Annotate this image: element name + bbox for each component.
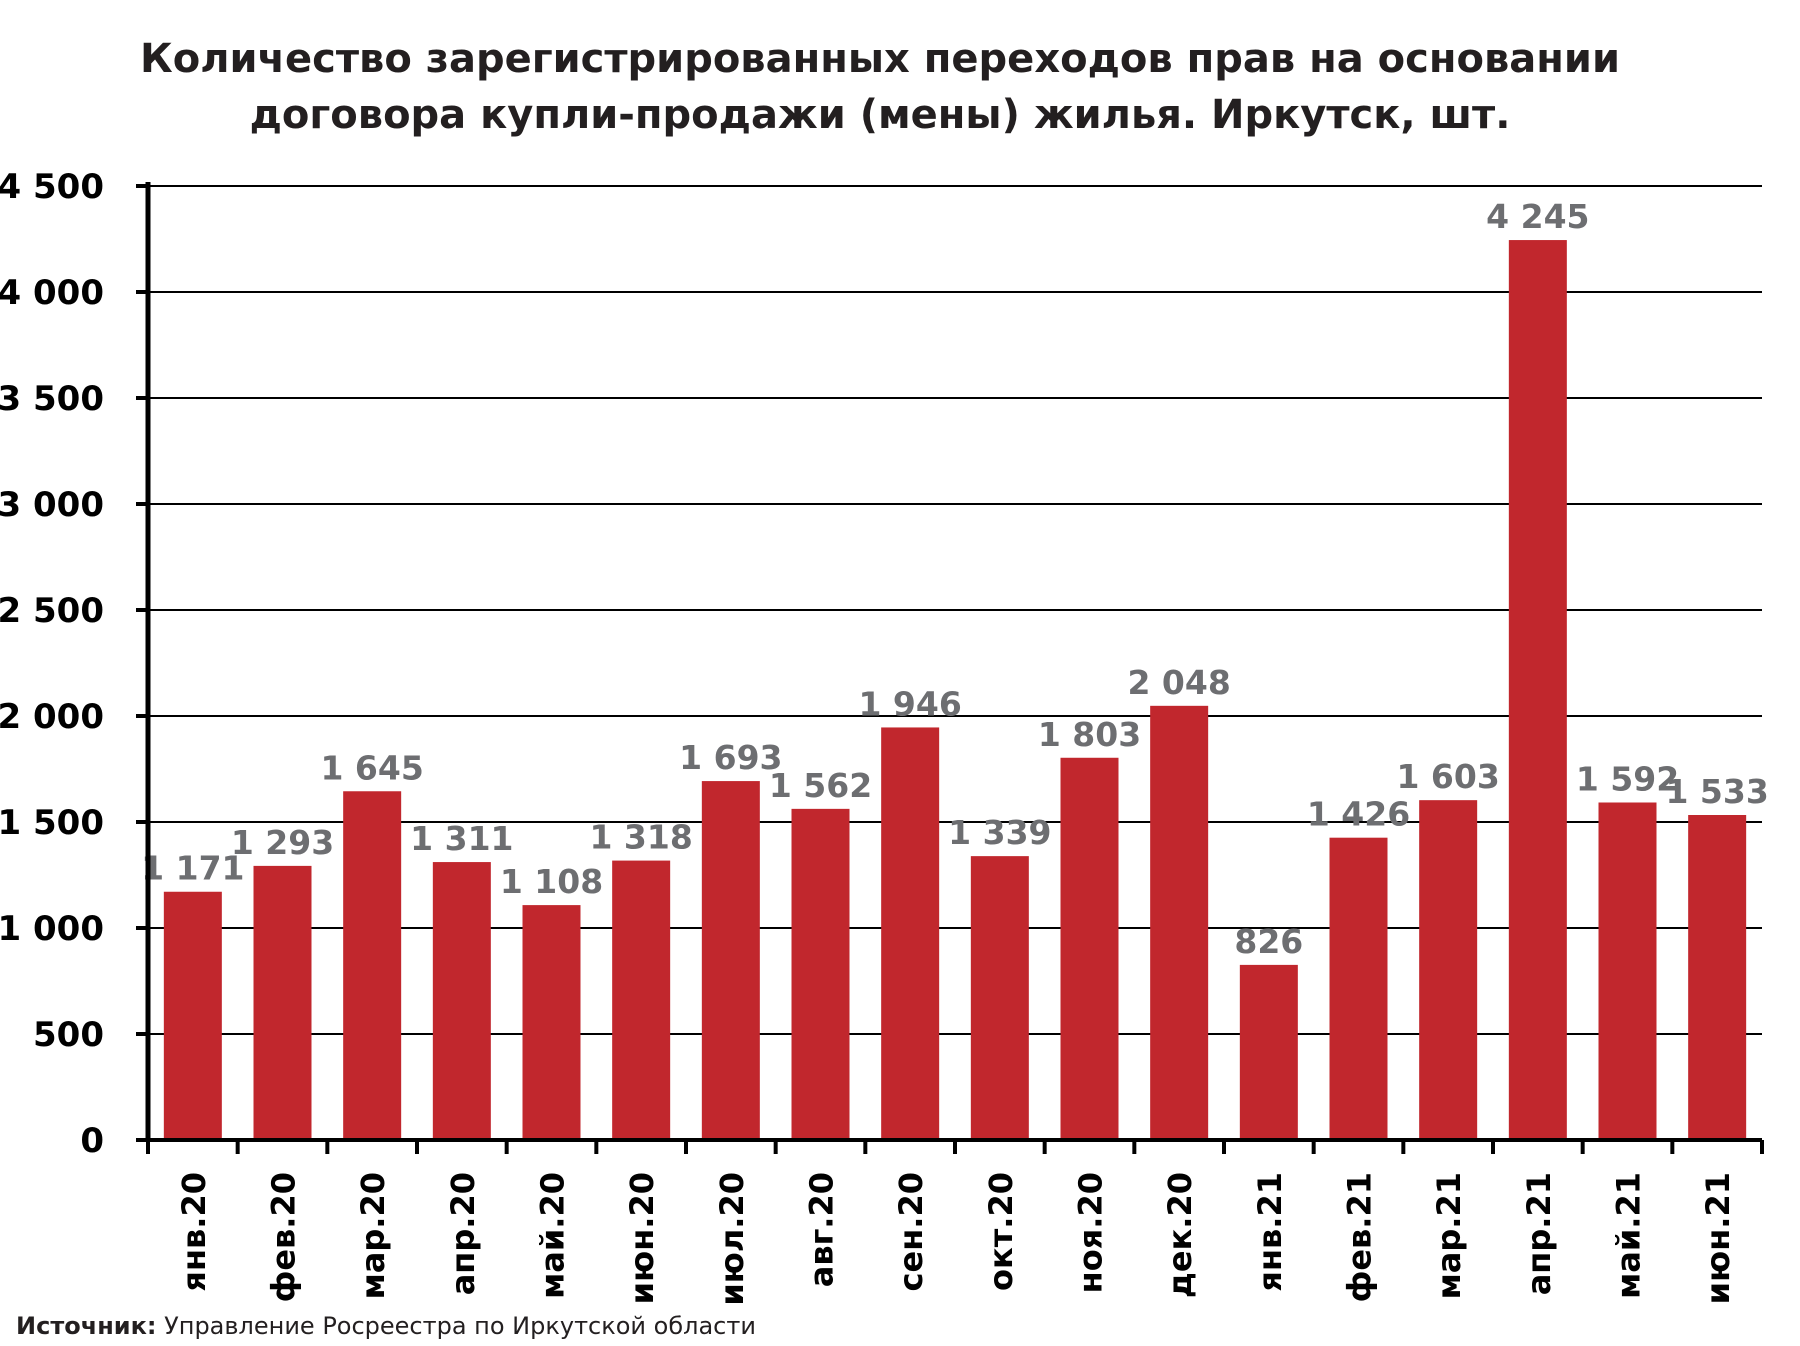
y-tick-label: 3 500 [0,379,104,419]
x-tick-label: сен.20 [892,1172,930,1291]
data-label: 1 318 [589,818,692,857]
y-tick-label: 1 500 [0,803,104,843]
x-tick-label: дек.20 [1161,1172,1199,1298]
source-label: Источник: [16,1312,157,1340]
x-tick-label: июн.21 [1699,1172,1737,1304]
data-label: 4 245 [1486,197,1589,236]
y-tick-label: 500 [33,1015,104,1055]
bar [1150,705,1209,1140]
y-tick-label: 2 500 [0,591,104,631]
bar [343,791,402,1140]
x-tick-label: янв.21 [1251,1172,1289,1292]
data-label: 1 645 [320,748,423,787]
x-tick-label: ноя.20 [1072,1172,1110,1293]
data-label: 2 048 [1127,663,1230,702]
y-tick-label: 1 000 [0,909,104,949]
data-label: 1 946 [858,684,961,723]
data-label: 1 533 [1665,772,1768,811]
bar [1598,802,1657,1140]
bars [163,240,1747,1140]
bar [253,865,312,1140]
data-label: 826 [1234,922,1303,961]
data-label: 1 592 [1576,759,1679,798]
x-tick-label: июн.20 [623,1172,661,1304]
data-label: 1 803 [1038,715,1141,754]
bar [1060,757,1119,1140]
bar [791,808,850,1140]
data-label: 1 426 [1307,795,1410,834]
bar [163,891,222,1140]
axes [136,182,1764,1154]
y-tick-label: 4 000 [0,273,104,313]
chart-title-line-1: Количество зарегистрированных переходов … [140,36,1620,82]
bar [1419,800,1478,1140]
gridlines [148,185,1762,1035]
x-tick-label: мар.21 [1430,1172,1468,1299]
x-tick-label: апр.21 [1520,1172,1558,1295]
x-tick-label: май.21 [1610,1172,1648,1299]
bar [612,860,671,1140]
x-tick-label: май.20 [534,1172,572,1299]
bar [1239,964,1298,1140]
data-label: 1 108 [500,862,603,901]
y-tick-labels: 0 500 1 000 1 500 2 000 2 500 3 000 3 500 4 000 4… [0,167,104,1161]
data-label: 1 339 [948,813,1051,852]
y-tick-label: 3 000 [0,485,104,525]
data-label: 1 311 [410,819,513,858]
x-tick-label: фев.20 [265,1172,303,1302]
data-label: 1 293 [231,823,334,862]
y-tick-label: 2 000 [0,697,104,737]
bar [522,905,581,1140]
bar [1688,815,1747,1140]
y-tick-label: 0 [80,1121,104,1161]
source-note: Источник: Управление Росреестра по Иркут… [16,1312,756,1340]
x-tick-label: янв.20 [175,1172,213,1292]
x-tick-label: авг.20 [803,1172,841,1287]
x-tick-label: апр.20 [444,1172,482,1295]
bar [701,781,760,1140]
bar [1329,837,1388,1140]
x-tick-label: окт.20 [982,1172,1020,1291]
bar [432,862,491,1140]
data-label: 1 171 [141,849,244,888]
source-text: Управление Росреестра по Иркутской облас… [164,1312,756,1340]
x-tick-label: июл.20 [713,1172,751,1306]
x-tick-label: фев.21 [1341,1172,1379,1302]
data-label: 1 693 [679,738,782,777]
bar [1508,240,1567,1140]
x-tick-labels: янв.20 фев.20 мар.20 апр.20 май.20 июн.20 июл.… [175,1172,1737,1306]
bar [881,727,940,1140]
chart-title-line-2: договора купли-продажи (мены) жилья. Ирк… [250,92,1511,138]
data-label: 1 562 [769,766,872,805]
bar [970,856,1029,1140]
x-tick-label: мар.20 [354,1172,392,1299]
data-label: 1 603 [1396,757,1499,796]
y-tick-label: 4 500 [0,167,104,207]
